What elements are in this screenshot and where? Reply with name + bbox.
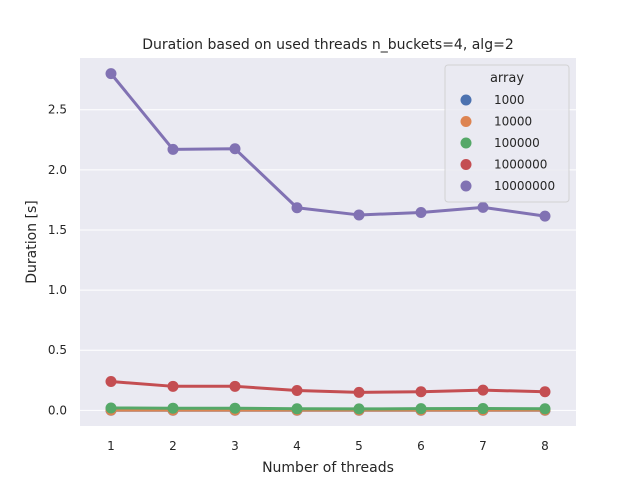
- legend-entries: 1000 10000 100000 1000000 10000000: [460, 93, 555, 193]
- series-100000: [105, 402, 551, 415]
- data-point: [539, 403, 551, 415]
- legend-title: array: [490, 71, 524, 86]
- legend: array 1000 10000 100000 1000000 10000000: [444, 64, 570, 203]
- x-axis: 1 2 3 4 5 6 7 8: [107, 439, 549, 453]
- data-point: [229, 143, 241, 155]
- legend-marker: [460, 159, 472, 170]
- data-point: [353, 403, 365, 415]
- data-point: [291, 385, 303, 397]
- data-point: [229, 402, 241, 414]
- data-point: [353, 209, 365, 221]
- data-point: [415, 403, 427, 415]
- x-tick-label: 6: [417, 439, 425, 453]
- data-point: [167, 143, 179, 155]
- data-point: [539, 386, 551, 398]
- x-tick-label: 5: [355, 439, 363, 453]
- legend-entry-label: 10000: [494, 115, 532, 129]
- x-tick-label: 7: [479, 439, 487, 453]
- x-tick-label: 3: [231, 439, 239, 453]
- data-point: [291, 403, 303, 415]
- data-point: [229, 380, 241, 392]
- y-tick-label: 2.5: [48, 103, 67, 117]
- series-1000000: [105, 376, 551, 398]
- series-line: [109, 380, 547, 394]
- chart-title: Duration based on used threads n_buckets…: [142, 37, 513, 53]
- data-point: [105, 68, 117, 80]
- legend-entry-label: 1000: [494, 93, 525, 107]
- x-tick-label: 1: [107, 439, 115, 453]
- series-group: [105, 68, 551, 416]
- legend-entry-label: 10000000: [494, 179, 555, 193]
- legend-marker: [460, 137, 472, 149]
- data-point: [105, 376, 117, 388]
- legend-marker: [460, 116, 472, 127]
- legend-marker: [460, 94, 472, 106]
- data-point: [477, 403, 489, 415]
- data-point: [167, 380, 179, 392]
- y-tick-label: 2.0: [48, 163, 67, 177]
- x-tick-label: 8: [541, 439, 549, 453]
- y-axis-label: Duration [s]: [24, 200, 40, 283]
- y-axis: 0.0 0.5 1.0 1.5 2.0 2.5: [48, 103, 67, 418]
- legend-marker: [460, 180, 472, 192]
- data-point: [105, 402, 117, 414]
- legend-entry-label: 1000000: [494, 158, 547, 172]
- data-point: [477, 384, 489, 396]
- x-tick-label: 4: [293, 439, 301, 453]
- legend-entry-label: 100000: [494, 136, 540, 150]
- x-axis-label: Number of threads: [262, 460, 394, 476]
- y-tick-label: 1.5: [48, 223, 67, 237]
- data-point: [291, 202, 303, 214]
- y-tick-label: 0.5: [48, 343, 67, 357]
- data-point: [415, 386, 427, 398]
- legend-box: [444, 64, 570, 203]
- data-point: [539, 210, 551, 222]
- y-tick-label: 1.0: [48, 283, 67, 297]
- series-10000000: [105, 68, 551, 222]
- series-line: [109, 72, 547, 218]
- y-tick-label: 0.0: [48, 403, 67, 417]
- data-point: [353, 386, 365, 398]
- data-point: [167, 402, 179, 414]
- data-point: [477, 201, 489, 213]
- series-line: [109, 406, 547, 411]
- x-tick-label: 2: [169, 439, 177, 453]
- data-point: [415, 207, 427, 219]
